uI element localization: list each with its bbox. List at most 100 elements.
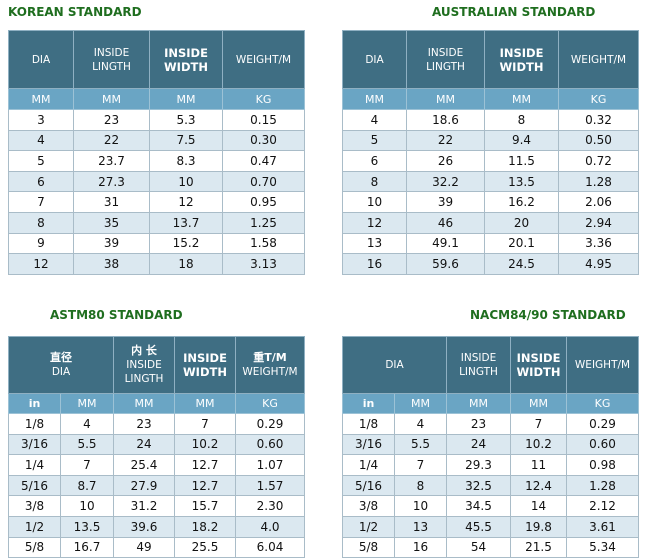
units-row: in MM MM MM KG — [342, 393, 639, 414]
table-cell: 29.3 — [446, 454, 511, 476]
header-inside-width: INSIDE WIDTH — [484, 30, 559, 89]
nacm-standard-table: DIA INSIDE LINGTH INSIDE WIDTH WEIGHT/M in… — [342, 336, 639, 558]
header-inside-length: 内 长 INSIDE LINGTH — [113, 336, 175, 394]
table-cell: 1.28 — [566, 474, 639, 497]
table-cell: 39.6 — [113, 515, 175, 538]
table-row: 5 23.7 8.3 0.47 — [8, 150, 305, 172]
table-cell: 1/4 — [8, 454, 61, 476]
table-cell: 10.2 — [174, 433, 236, 456]
table-cell: 9 — [8, 232, 74, 255]
table-cell: 23 — [113, 413, 175, 435]
table-cell: 27.9 — [113, 474, 175, 497]
unit-cell: MM — [406, 88, 485, 110]
table-cell: 5 — [342, 129, 407, 152]
table-cell: 0.15 — [222, 109, 305, 131]
table-cell: 6 — [342, 150, 407, 172]
table-cell: 35 — [73, 211, 150, 234]
table-cell: 10 — [149, 170, 223, 193]
table-row: 4 22 7.5 0.30 — [8, 129, 305, 152]
header-dia: DIA — [342, 336, 447, 394]
table-cell: 0.72 — [558, 150, 639, 172]
table-cell: 0.70 — [222, 170, 305, 193]
table-cell: 4 — [8, 129, 74, 152]
unit-cell: KG — [222, 88, 305, 110]
table-cell: 1.07 — [235, 454, 305, 476]
units-row: MM MM MM KG — [342, 88, 639, 110]
table-cell: 12 — [8, 253, 74, 275]
table-cell: 23 — [446, 413, 511, 435]
table-cell: 5.5 — [394, 433, 447, 456]
table-row: 13 49.1 20.1 3.36 — [342, 232, 639, 255]
table-cell: 3.13 — [222, 253, 305, 275]
table-row: 8 32.2 13.5 1.28 — [342, 170, 639, 193]
table-cell: 13 — [394, 515, 447, 538]
table-cell: 12 — [149, 191, 223, 213]
table-cell: 1/4 — [342, 454, 395, 476]
units-row: in MM MM MM KG — [8, 393, 305, 414]
table-row: 3 23 5.3 0.15 — [8, 109, 305, 131]
table-cell: 13.5 — [484, 170, 559, 193]
header-weight: 重T/M WEIGHT/M — [235, 336, 305, 394]
table-cell: 16.2 — [484, 191, 559, 213]
table-cell: 7 — [174, 413, 236, 435]
table-row: 1/8 4 23 7 0.29 — [342, 413, 639, 435]
table-cell: 0.29 — [566, 413, 639, 435]
table-cell: 49 — [113, 536, 175, 558]
korean-standard-table: DIA INSIDE LINGTH INSIDE WIDTH WEIGHT/M MM… — [8, 30, 305, 275]
unit-cell: in — [8, 393, 61, 414]
header-dia: DIA — [8, 30, 74, 89]
table-cell: 13.7 — [149, 211, 223, 234]
table-cell: 3/8 — [342, 495, 395, 517]
header-inside-length: INSIDE LINGTH — [73, 30, 150, 89]
table-cell: 21.5 — [510, 536, 567, 558]
unit-cell: KG — [235, 393, 305, 414]
australian-standard-table: DIA INSIDE LINGTH INSIDE WIDTH WEIGHT/M MM… — [342, 30, 639, 275]
header-inside-width: INSIDE WIDTH — [510, 336, 567, 394]
table-cell: 0.60 — [235, 433, 305, 456]
table-cell: 49.1 — [406, 232, 485, 255]
table-cell: 5/8 — [342, 536, 395, 558]
table-cell: 38 — [73, 253, 150, 275]
table-cell: 46 — [406, 211, 485, 234]
table-cell: 32.5 — [446, 474, 511, 497]
table-cell: 10.2 — [510, 433, 567, 456]
table-row: 1/4 7 29.3 11 0.98 — [342, 454, 639, 476]
unit-cell: in — [342, 393, 395, 414]
header-inside-width: INSIDE WIDTH — [149, 30, 223, 89]
table-row: 3/16 5.5 24 10.2 0.60 — [8, 433, 305, 456]
table-cell: 31.2 — [113, 495, 175, 517]
table-cell: 1/8 — [342, 413, 395, 435]
unit-cell: KG — [558, 88, 639, 110]
table-cell: 15.7 — [174, 495, 236, 517]
table-cell: 3/16 — [342, 433, 395, 456]
header-inside-width: INSIDE WIDTH — [174, 336, 236, 394]
table-cell: 0.32 — [558, 109, 639, 131]
table-row: 1/2 13.5 39.6 18.2 4.0 — [8, 515, 305, 538]
table-cell: 3/8 — [8, 495, 61, 517]
table-cell: 20 — [484, 211, 559, 234]
table-row: 16 59.6 24.5 4.95 — [342, 253, 639, 275]
table-cell: 11 — [510, 454, 567, 476]
table-cell: 10 — [394, 495, 447, 517]
unit-cell: MM — [484, 88, 559, 110]
table-cell: 2.06 — [558, 191, 639, 213]
unit-cell: MM — [446, 393, 511, 414]
table-cell: 8 — [342, 170, 407, 193]
table-cell: 7 — [8, 191, 74, 213]
table-cell: 0.95 — [222, 191, 305, 213]
table-row: 9 39 15.2 1.58 — [8, 232, 305, 255]
australian-standard-title: AUSTRALIAN STANDARD — [432, 5, 596, 19]
table-row: 1/8 4 23 7 0.29 — [8, 413, 305, 435]
table-cell: 22 — [73, 129, 150, 152]
table-cell: 34.5 — [446, 495, 511, 517]
table-cell: 11.5 — [484, 150, 559, 172]
table-cell: 2.12 — [566, 495, 639, 517]
table-cell: 25.5 — [174, 536, 236, 558]
table-row: 4 18.6 8 0.32 — [342, 109, 639, 131]
units-row: MM MM MM KG — [8, 88, 305, 110]
table-row: 6 27.3 10 0.70 — [8, 170, 305, 193]
table-cell: 24 — [113, 433, 175, 456]
table-cell: 0.50 — [558, 129, 639, 152]
table-cell: 5.34 — [566, 536, 639, 558]
table-cell: 39 — [406, 191, 485, 213]
